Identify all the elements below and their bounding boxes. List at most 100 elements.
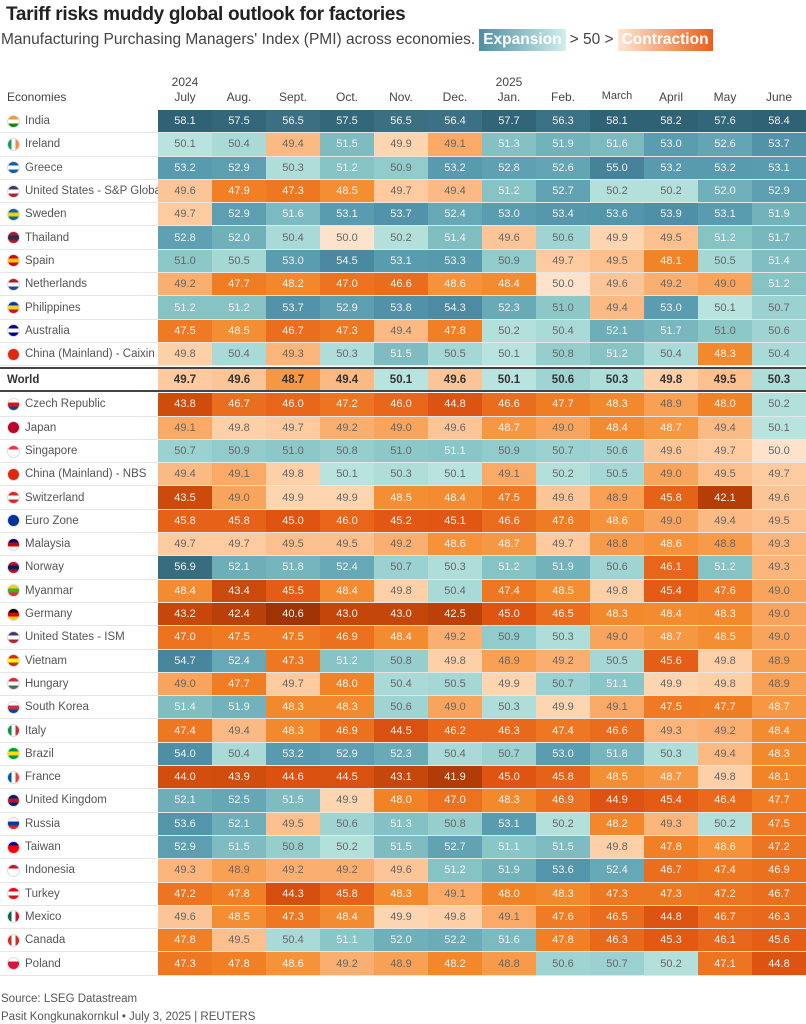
heatmap-cell: 58.1 bbox=[590, 110, 644, 133]
heatmap-cell: 49.9 bbox=[644, 672, 698, 696]
heatmap-cell: 49.3 bbox=[644, 719, 698, 742]
heatmap-cell: 49.9 bbox=[320, 486, 374, 509]
heatmap-cell: 53.4 bbox=[536, 203, 590, 226]
heatmap-cell: 46.6 bbox=[590, 719, 644, 742]
source-note: Source: LSEG Datastream bbox=[1, 993, 138, 1005]
economy-label: Euro Zone bbox=[25, 514, 79, 527]
economy-label: Brazil bbox=[25, 747, 54, 760]
heatmap-cell: 49.5 bbox=[698, 369, 752, 391]
heatmap-cell: 48.3 bbox=[482, 789, 536, 812]
heatmap-cell: 50.6 bbox=[590, 439, 644, 463]
heatmap-cell: 49.8 bbox=[698, 766, 752, 789]
heatmap-cell: 50.9 bbox=[212, 439, 266, 463]
heatmap-cell: 49.5 bbox=[752, 509, 806, 533]
heatmap-cell: 49.7 bbox=[374, 179, 428, 203]
heatmap-cell: 49.7 bbox=[536, 533, 590, 556]
heatmap-cell: 49.8 bbox=[590, 835, 644, 859]
column-header: Oct. bbox=[335, 90, 358, 104]
heatmap-cell: 50.8 bbox=[536, 342, 590, 366]
heatmap-cell: 49.4 bbox=[158, 463, 212, 486]
heatmap-cell: 54.0 bbox=[158, 742, 212, 766]
heatmap-cell: 49.5 bbox=[266, 812, 320, 835]
heatmap-cell: 49.0 bbox=[536, 416, 590, 439]
heatmap-cell: 50.1 bbox=[698, 296, 752, 319]
heatmap-cell: 49.5 bbox=[212, 929, 266, 952]
heatmap-cell: 48.5 bbox=[536, 579, 590, 602]
heatmap-cell: 47.5 bbox=[212, 626, 266, 649]
heatmap-cell: 48.8 bbox=[698, 533, 752, 556]
heatmap-cell: 49.2 bbox=[320, 416, 374, 439]
economy-label: Turkey bbox=[25, 887, 60, 900]
heatmap-cell: 51.0 bbox=[536, 296, 590, 319]
heatmap-cell: 49.4 bbox=[428, 179, 482, 203]
flag-icon bbox=[7, 770, 20, 784]
heatmap-cell: 47.0 bbox=[320, 273, 374, 296]
heatmap-cell: 46.9 bbox=[320, 719, 374, 742]
table-row: Hungary 49.0 47.7 49.7 48.0 50.4 50.5 49.9 50.7 5… bbox=[0, 672, 806, 697]
heatmap-cell: 49.7 bbox=[698, 439, 752, 463]
heatmap-cell: 49.2 bbox=[698, 719, 752, 742]
heatmap-cell: 51.2 bbox=[428, 859, 482, 882]
heatmap-cell: 51.0 bbox=[698, 319, 752, 342]
table-row: Russia 53.6 52.1 49.5 50.6 51.3 50.8 53.1 50.2 48… bbox=[0, 812, 806, 836]
flag-icon bbox=[7, 654, 20, 668]
heatmap-cell: 50.3 bbox=[644, 742, 698, 766]
heatmap-cell: 47.6 bbox=[698, 579, 752, 602]
economy-label: South Korea bbox=[25, 701, 89, 714]
heatmap-cell: 52.3 bbox=[374, 742, 428, 766]
economy-label: China (Mainland) - NBS bbox=[25, 468, 147, 481]
heatmap-cell: 50.7 bbox=[482, 742, 536, 766]
heatmap-cell: 46.0 bbox=[374, 393, 428, 416]
heatmap-cell: 49.3 bbox=[158, 859, 212, 882]
heatmap-cell: 48.6 bbox=[644, 533, 698, 556]
column-header: Feb. bbox=[550, 90, 575, 104]
table-row: South Korea 51.4 51.9 48.3 48.3 50.6 49.0 50.3 4… bbox=[0, 696, 806, 720]
heatmap-cell: 46.9 bbox=[536, 789, 590, 812]
heatmap-cell: 44.5 bbox=[374, 719, 428, 742]
heatmap-cell: 48.5 bbox=[212, 905, 266, 929]
heatmap-cell: 48.4 bbox=[158, 579, 212, 602]
economy-name: Taiwan bbox=[0, 836, 158, 858]
economy-label: Sweden bbox=[25, 208, 67, 221]
heatmap-cell: 53.3 bbox=[428, 249, 482, 273]
heatmap-cell: 42.4 bbox=[212, 602, 266, 626]
heatmap-cell: 48.8 bbox=[482, 952, 536, 975]
flag-icon bbox=[7, 347, 20, 361]
heatmap-cell: 49.8 bbox=[374, 579, 428, 602]
economy-name: Australia bbox=[0, 320, 158, 342]
heatmap-cell: 48.3 bbox=[320, 696, 374, 719]
flag-icon bbox=[7, 724, 20, 738]
flag-icon bbox=[7, 254, 20, 268]
economy-name: Spain bbox=[0, 250, 158, 272]
heatmap-cell: 45.4 bbox=[644, 579, 698, 602]
economy-label: India bbox=[25, 115, 50, 128]
economy-label: Japan bbox=[25, 421, 57, 434]
economy-label: Singapore bbox=[25, 445, 78, 457]
table-row: United States - ISM 47.0 47.5 47.5 46.9 48.4 4… bbox=[0, 626, 806, 650]
heatmap-cell: 51.7 bbox=[752, 226, 806, 249]
economy-name: United States - S&P Global bbox=[0, 180, 164, 202]
table-row: Switzerland 43.5 49.0 49.9 49.9 48.5 48.4 47.5 4… bbox=[0, 486, 806, 510]
heatmap-cell: 47.5 bbox=[644, 696, 698, 719]
heatmap-cell: 49.1 bbox=[212, 463, 266, 486]
heatmap-cell: 51.0 bbox=[158, 249, 212, 273]
heatmap-cell: 47.0 bbox=[428, 789, 482, 812]
heatmap-cell: 52.6 bbox=[698, 133, 752, 156]
column-header: April bbox=[658, 90, 683, 104]
heatmap-cell: 53.1 bbox=[320, 203, 374, 226]
heatmap-cell: 47.4 bbox=[482, 579, 536, 602]
heatmap-cell: 46.6 bbox=[482, 393, 536, 416]
heatmap-cell: 51.2 bbox=[482, 179, 536, 203]
heatmap-cell: 54.5 bbox=[320, 249, 374, 273]
heatmap-cell: 50.4 bbox=[428, 579, 482, 602]
heatmap-cell: 58.4 bbox=[752, 110, 806, 133]
heatmap-cell: 50.5 bbox=[428, 672, 482, 696]
heatmap-cell: 50.6 bbox=[320, 812, 374, 835]
flag-icon bbox=[7, 491, 20, 505]
heatmap-cell: 47.7 bbox=[752, 789, 806, 812]
heatmap-cell: 49.6 bbox=[428, 369, 482, 391]
heatmap-cell: 48.4 bbox=[374, 626, 428, 649]
heatmap-cell: 49.8 bbox=[644, 369, 698, 391]
heatmap-cell: 50.2 bbox=[644, 952, 698, 975]
flag-icon bbox=[7, 421, 20, 435]
